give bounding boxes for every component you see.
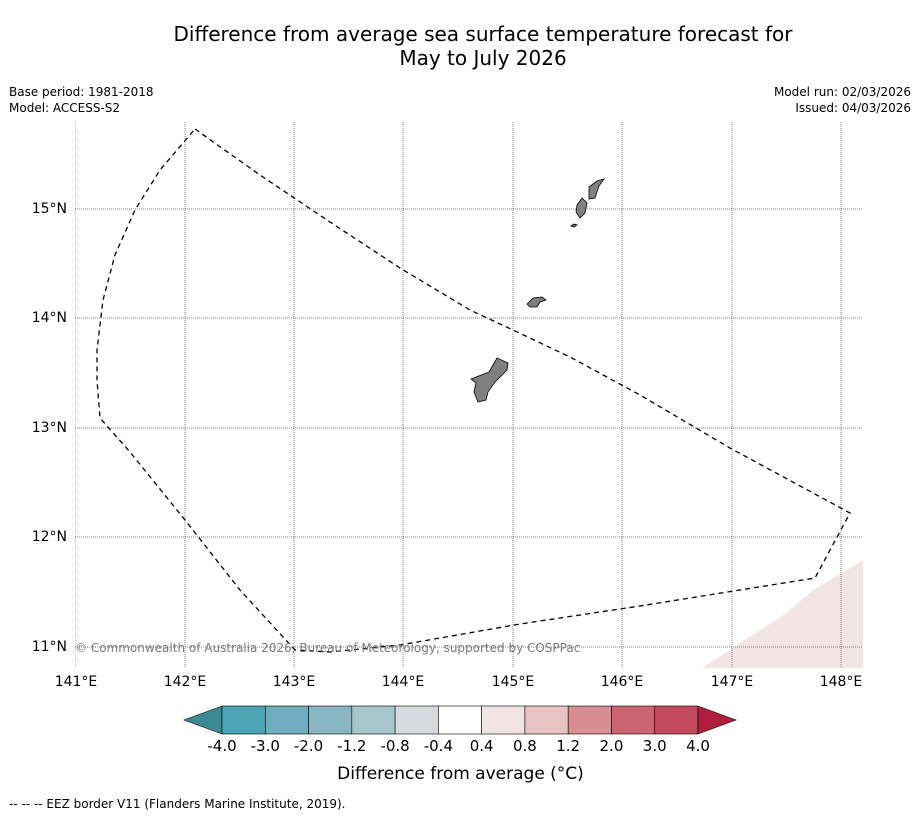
island-rota (526, 296, 547, 308)
colorbar-tick-11: 4.0 (686, 737, 710, 755)
colorbar-segment-7 (481, 705, 526, 735)
lat-label-15: 15°N (31, 201, 67, 217)
issued-date: Issued: 04/03/2026 (795, 101, 911, 115)
island-aguijan (570, 223, 578, 228)
lon-label-148: 148°E (819, 674, 863, 690)
colorbar-label: Difference from average (°C) (337, 764, 584, 784)
colorbar-tick-6: 0.4 (469, 737, 494, 755)
title-line-1: Difference from average sea surface temp… (173, 22, 793, 46)
colorbar-tick-1: -3.0 (250, 737, 280, 755)
lon-label-141: 141°E (54, 674, 98, 690)
colorbar-segment-9 (567, 705, 612, 735)
lon-label-142: 142°E (163, 674, 207, 690)
colorbar-tick-2: -2.0 (293, 737, 324, 755)
colorbar (183, 705, 737, 735)
gridlines (75, 122, 863, 668)
map-title: Difference from average sea surface temp… (0, 22, 919, 70)
eez-border (96, 128, 851, 653)
colorbar-tick-4: -0.8 (380, 737, 410, 755)
colorbar-extend-high (697, 705, 737, 735)
copyright-notice: © Commonwealth of Australia 2026, Bureau… (75, 641, 581, 655)
colorbar-tick-8: 1.2 (556, 737, 581, 755)
colorbar-segment-10 (611, 705, 656, 735)
colorbar-segment-4 (351, 705, 396, 735)
lat-label-12: 12°N (31, 529, 67, 545)
colorbar-segment-2 (264, 705, 309, 735)
colorbar-segment-8 (524, 705, 569, 735)
colorbar-extend-low (183, 705, 223, 735)
colorbar-tick-7: 0.8 (512, 737, 537, 755)
lon-label-144: 144°E (381, 674, 425, 690)
anomaly-patch (702, 560, 863, 668)
lat-label-11: 11°N (31, 639, 67, 655)
meta-right: Model run: 02/03/2026 Issued: 04/03/2026 (774, 84, 911, 116)
colorbar-tick-9: 2.0 (599, 737, 624, 755)
lat-label-14: 14°N (31, 310, 67, 326)
lon-label-146: 146°E (600, 674, 644, 690)
model-name: Model: ACCESS-S2 (9, 101, 121, 115)
title-line-2: May to July 2026 (399, 46, 567, 70)
model-run: Model run: 02/03/2026 (773, 85, 911, 99)
lon-label-143: 143°E (272, 674, 316, 690)
eez-legend: -- -- -- EEZ border V11 (Flanders Marine… (9, 797, 346, 811)
colorbar-tick-10: 3.0 (642, 737, 667, 755)
island-guam (470, 357, 509, 403)
colorbar-tick-3: -1.2 (337, 737, 367, 755)
base-period: Base period: 1981-2018 (9, 85, 154, 99)
island-saipan (588, 178, 605, 200)
colorbar-segment-5 (394, 705, 439, 735)
colorbar-segment-1 (221, 705, 266, 735)
colorbar-segment-3 (308, 705, 353, 735)
colorbar-segment-6 (438, 705, 482, 735)
islands (470, 178, 605, 403)
colorbar-segment-11 (654, 705, 699, 735)
lat-label-13: 13°N (31, 420, 67, 436)
colorbar-tick-0: -4.0 (207, 737, 237, 755)
lon-label-147: 147°E (710, 674, 754, 690)
lon-label-145: 145°E (491, 674, 535, 690)
island-tinian (575, 197, 588, 219)
colorbar-tick-5: -0.4 (423, 737, 453, 755)
meta-left: Base period: 1981-2018 Model: ACCESS-S2 (9, 84, 154, 116)
